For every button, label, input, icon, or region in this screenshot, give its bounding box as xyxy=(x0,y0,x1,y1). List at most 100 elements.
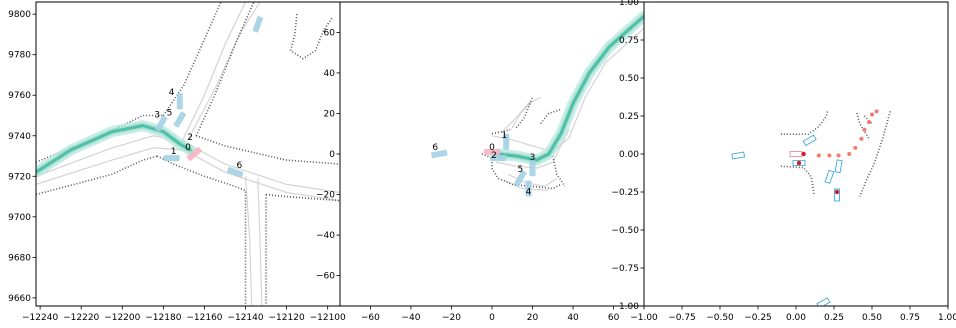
agent-marker xyxy=(796,160,802,166)
road-boundary xyxy=(552,155,566,187)
vehicle-outline xyxy=(802,134,817,147)
agent-label: 2 xyxy=(491,151,497,161)
agent-label: 6 xyxy=(237,161,243,171)
trajectory-point xyxy=(862,127,867,132)
x-tick-label: 0.75 xyxy=(900,313,920,323)
y-tick-label: 20 xyxy=(324,109,336,119)
x-tick-label: 0.00 xyxy=(786,313,806,323)
road-boundary xyxy=(515,97,534,129)
x-tick-label: −12220 xyxy=(63,313,99,323)
x-tick-label: −12120 xyxy=(269,313,305,323)
y-tick-label: 9660 xyxy=(8,294,31,304)
lane-line xyxy=(503,96,541,131)
x-tick-label: −12200 xyxy=(104,313,140,323)
vehicle-outline xyxy=(824,169,835,184)
agent-label: 4 xyxy=(526,188,532,198)
vehicle-box xyxy=(525,180,532,197)
lane-line xyxy=(244,176,253,306)
y-tick-label: 0.00 xyxy=(619,150,639,160)
vehicle-box xyxy=(155,115,168,132)
x-tick-label: −20 xyxy=(442,313,461,323)
trajectory-point xyxy=(853,145,858,150)
x-tick-label: −40 xyxy=(401,313,420,323)
x-tick-label: −60 xyxy=(361,313,380,323)
agent-marker xyxy=(834,189,840,195)
trajectory-point xyxy=(870,112,874,117)
x-tick-label: 60 xyxy=(608,313,620,323)
vehicle-outline xyxy=(816,297,831,306)
road-boundary xyxy=(289,14,333,60)
x-tick-label: −12140 xyxy=(227,313,263,323)
agent-label: 3 xyxy=(530,153,536,163)
road-boundary xyxy=(162,2,222,116)
vehicle-box xyxy=(226,166,244,178)
x-tick-label: −1.00 xyxy=(630,313,658,323)
trajectory-point xyxy=(836,153,841,158)
road-boundary xyxy=(266,193,340,202)
agent-label: 6 xyxy=(432,143,438,153)
road-boundary xyxy=(195,135,340,165)
y-tick-label: 9760 xyxy=(8,91,31,101)
x-tick-label: −12160 xyxy=(186,313,222,323)
road-boundary xyxy=(856,112,870,140)
vehicle-box xyxy=(173,111,187,128)
prediction-center xyxy=(36,124,192,174)
agent-marker xyxy=(801,151,806,157)
trajectory-point xyxy=(867,120,871,125)
trajectory-point xyxy=(816,153,821,158)
agent-label: 1 xyxy=(171,147,177,157)
y-tick-label: −1.00 xyxy=(611,302,639,312)
y-tick-label: 0.75 xyxy=(619,36,639,46)
agent-label: 3 xyxy=(154,111,160,121)
y-tick-label: 40 xyxy=(324,69,336,79)
y-tick-label: −60 xyxy=(316,272,335,282)
lane-line xyxy=(187,2,261,141)
agent-label: 0 xyxy=(489,143,495,153)
vehicle-outline xyxy=(834,159,843,174)
road-boundary xyxy=(36,155,158,196)
vehicle-outline xyxy=(731,151,746,160)
x-tick-label: −12240 xyxy=(22,313,58,323)
road-boundary xyxy=(156,155,247,306)
y-tick-label: 0.50 xyxy=(619,74,639,84)
vehicle-box xyxy=(514,170,527,187)
x-tick-label: 0 xyxy=(489,313,495,323)
vehicle-box xyxy=(490,155,507,162)
agent-label: 4 xyxy=(169,88,175,98)
trajectory-point xyxy=(874,109,879,114)
x-tick-label: −0.25 xyxy=(744,313,772,323)
y-tick-label: 60 xyxy=(324,28,336,38)
agent-label: 5 xyxy=(518,165,524,175)
vehicle-outline xyxy=(834,188,840,202)
x-tick-label: 0.25 xyxy=(824,313,844,323)
agent-label: 0 xyxy=(185,143,191,153)
lane-line xyxy=(507,173,558,188)
ego-vehicle xyxy=(484,149,500,155)
lane-line xyxy=(257,178,263,306)
lane-line xyxy=(495,129,570,169)
road-boundary xyxy=(780,109,829,135)
y-tick-label: 0.25 xyxy=(619,112,639,122)
plot-area: 012 3 4 5 6 xyxy=(431,10,644,198)
vehicle-box xyxy=(529,160,536,177)
y-tick-label: −20 xyxy=(316,191,335,201)
road-boundary xyxy=(859,111,891,197)
x-tick-label: 0.50 xyxy=(862,313,882,323)
prediction-center xyxy=(496,14,644,162)
road-boundary xyxy=(491,128,511,135)
x-tick-label: −0.50 xyxy=(706,313,734,323)
y-tick-label: 9800 xyxy=(8,10,31,20)
y-tick-label: −0.50 xyxy=(611,226,639,236)
agent-label: 1 xyxy=(501,131,507,141)
lane-line xyxy=(179,2,247,147)
vehicle-box xyxy=(252,16,264,33)
vehicle-box xyxy=(431,149,448,159)
agent-label: 2 xyxy=(187,133,193,143)
vehicle-box xyxy=(503,133,510,150)
y-tick-label: 1.00 xyxy=(619,0,639,8)
